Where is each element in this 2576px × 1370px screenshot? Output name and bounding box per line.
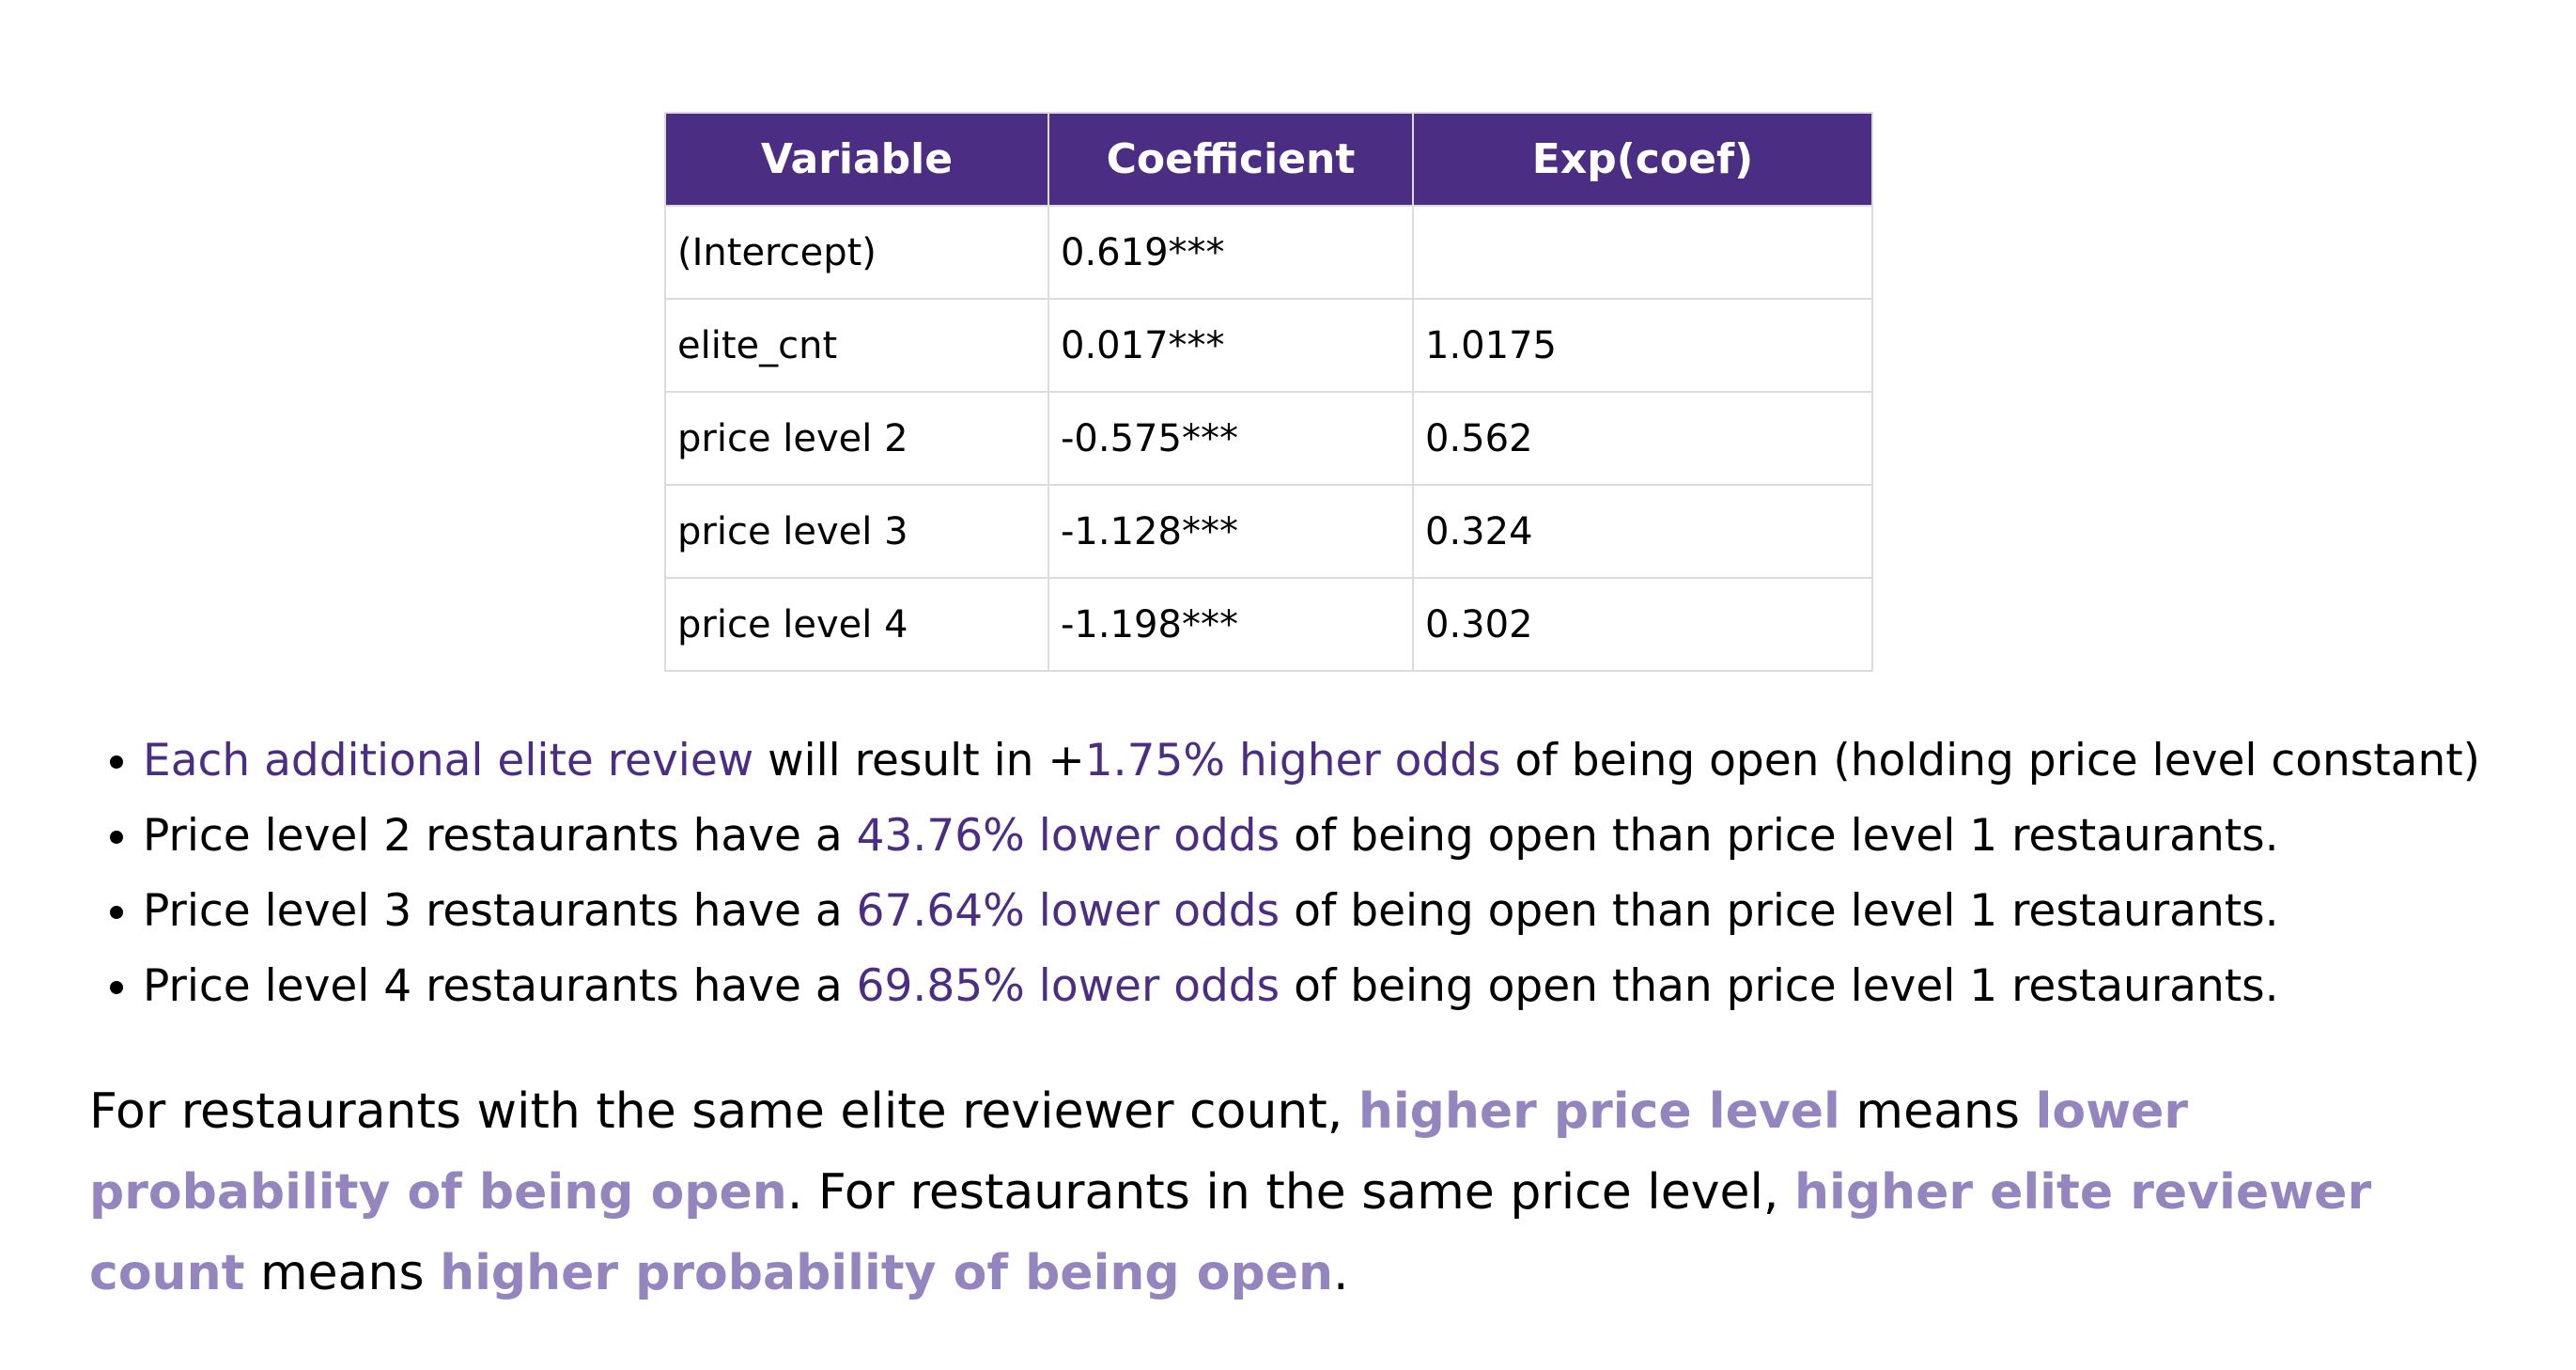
table-row: price level 2 -0.575*** 0.562 <box>664 391 1873 486</box>
table-row: price level 3 -1.128*** 0.324 <box>664 484 1873 579</box>
summary-emphasis: higher price level <box>1358 1083 1840 1140</box>
summary-text: . For restaurants in the same price leve… <box>786 1164 1794 1221</box>
text: will result in + <box>753 735 1085 786</box>
summary-text: means <box>1839 1083 2036 1140</box>
table-row: elite_cnt 0.017*** 1.0175 <box>664 298 1873 393</box>
summary-emphasis: lower probability of being open <box>89 1083 2189 1221</box>
header-coefficient: Coefficient <box>1047 112 1414 207</box>
text: of being open than price level 1 restaur… <box>1280 885 2279 937</box>
cell-exp-coef: 0.302 <box>1412 577 1873 672</box>
list-item: Price level 2 restaurants have a 43.76% … <box>143 799 2480 874</box>
findings-list: Each additional elite review will result… <box>101 724 2480 1024</box>
cell-variable: (Intercept) <box>664 205 1049 300</box>
highlight: Each additional elite review <box>143 735 754 786</box>
cell-variable: price level 3 <box>664 484 1049 579</box>
list-item: Each additional elite review will result… <box>143 724 2480 799</box>
cell-coefficient: 0.619*** <box>1047 205 1414 300</box>
cell-coefficient: 0.017*** <box>1047 298 1414 393</box>
summary-text: means <box>244 1245 441 1301</box>
text: Price level 2 restaurants have a <box>143 810 857 862</box>
regression-table: Variable Coefficient Exp(coef) (Intercep… <box>664 112 1873 672</box>
cell-exp-coef: 1.0175 <box>1412 298 1873 393</box>
highlight: 43.76% lower odds <box>856 810 1280 862</box>
text: of being open than price level 1 restaur… <box>1280 960 2279 1012</box>
table-row: (Intercept) 0.619*** <box>664 205 1873 300</box>
cell-variable: price level 4 <box>664 577 1049 672</box>
summary-emphasis: higher elite reviewer count <box>89 1164 2372 1301</box>
cell-coefficient: -1.198*** <box>1047 577 1414 672</box>
text: Price level 3 restaurants have a <box>143 885 857 937</box>
cell-coefficient: -1.128*** <box>1047 484 1414 579</box>
list-item: Price level 4 restaurants have a 69.85% … <box>143 949 2480 1024</box>
highlight: 67.64% lower odds <box>856 885 1280 937</box>
cell-variable: price level 2 <box>664 391 1049 486</box>
table-header-row: Variable Coefficient Exp(coef) <box>664 112 1873 207</box>
table-row: price level 4 -1.198*** 0.302 <box>664 577 1873 672</box>
text: Price level 4 restaurants have a <box>143 960 857 1012</box>
highlight: 1.75% higher odds <box>1084 735 1501 786</box>
header-variable: Variable <box>664 112 1049 207</box>
cell-exp-coef: 0.324 <box>1412 484 1873 579</box>
cell-exp-coef: 0.562 <box>1412 391 1873 486</box>
summary-text: . <box>1332 1245 1349 1301</box>
text: of being open (holding price level const… <box>1500 735 2481 786</box>
list-item: Price level 3 restaurants have a 67.64% … <box>143 874 2480 949</box>
cell-exp-coef <box>1412 205 1873 300</box>
cell-coefficient: -0.575*** <box>1047 391 1414 486</box>
summary-paragraph: For restaurants with the same elite revi… <box>89 1071 2494 1314</box>
summary-emphasis: higher probability of being open <box>440 1245 1333 1301</box>
summary-text: For restaurants with the same elite revi… <box>89 1083 1358 1140</box>
highlight: 69.85% lower odds <box>856 960 1280 1012</box>
header-exp-coef: Exp(coef) <box>1412 112 1873 207</box>
cell-variable: elite_cnt <box>664 298 1049 393</box>
text: of being open than price level 1 restaur… <box>1280 810 2279 862</box>
